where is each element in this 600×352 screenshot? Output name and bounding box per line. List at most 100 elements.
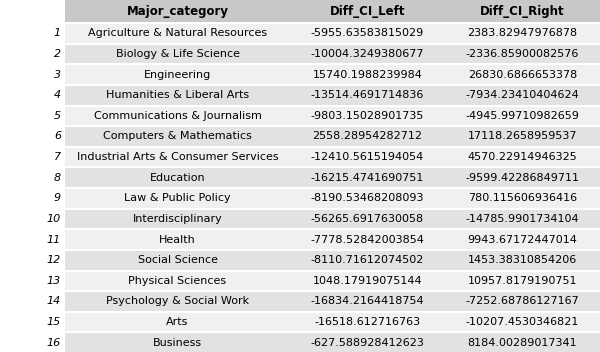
Text: 4: 4: [54, 90, 61, 100]
FancyBboxPatch shape: [65, 65, 290, 84]
Text: 17118.2658959537: 17118.2658959537: [468, 131, 577, 142]
Text: 6: 6: [54, 131, 61, 142]
FancyBboxPatch shape: [65, 251, 290, 270]
Text: -13514.4691714836: -13514.4691714836: [311, 90, 424, 100]
Bar: [0, 63, 600, 65]
Text: -14785.9901734104: -14785.9901734104: [466, 214, 580, 224]
Text: Psychology & Social Work: Psychology & Social Work: [106, 296, 249, 307]
Text: 26830.6866653378: 26830.6866653378: [468, 70, 577, 80]
FancyBboxPatch shape: [445, 45, 600, 63]
FancyBboxPatch shape: [290, 107, 445, 125]
FancyBboxPatch shape: [445, 65, 600, 84]
FancyBboxPatch shape: [290, 210, 445, 228]
Text: Arts: Arts: [166, 317, 188, 327]
Bar: [0, 228, 600, 230]
Text: -12410.5615194054: -12410.5615194054: [311, 152, 424, 162]
Bar: [0, 290, 600, 292]
Text: -5955.63583815029: -5955.63583815029: [311, 28, 424, 38]
Text: -4945.99710982659: -4945.99710982659: [466, 111, 580, 121]
FancyBboxPatch shape: [65, 24, 290, 43]
Text: 8184.00289017341: 8184.00289017341: [467, 338, 577, 348]
Text: -8190.53468208093: -8190.53468208093: [311, 193, 424, 203]
FancyBboxPatch shape: [290, 333, 445, 352]
Text: -16215.4741690751: -16215.4741690751: [311, 173, 424, 183]
FancyBboxPatch shape: [290, 292, 445, 311]
FancyBboxPatch shape: [445, 148, 600, 166]
Text: 16: 16: [47, 338, 61, 348]
FancyBboxPatch shape: [0, 107, 65, 125]
Text: 9: 9: [54, 193, 61, 203]
Text: 1: 1: [54, 28, 61, 38]
FancyBboxPatch shape: [0, 210, 65, 228]
Text: 10957.8179190751: 10957.8179190751: [468, 276, 577, 286]
FancyBboxPatch shape: [445, 189, 600, 208]
Text: 15: 15: [47, 317, 61, 327]
Text: Health: Health: [159, 234, 196, 245]
FancyBboxPatch shape: [65, 107, 290, 125]
FancyBboxPatch shape: [65, 333, 290, 352]
FancyBboxPatch shape: [0, 313, 65, 331]
Text: 2: 2: [54, 49, 61, 59]
Text: 4570.22914946325: 4570.22914946325: [467, 152, 577, 162]
Text: Humanities & Liberal Arts: Humanities & Liberal Arts: [106, 90, 249, 100]
Bar: [0, 22, 600, 24]
FancyBboxPatch shape: [290, 45, 445, 63]
FancyBboxPatch shape: [65, 148, 290, 166]
Bar: [0, 105, 600, 107]
Text: 780.115606936416: 780.115606936416: [468, 193, 577, 203]
FancyBboxPatch shape: [65, 230, 290, 249]
FancyBboxPatch shape: [290, 168, 445, 187]
FancyBboxPatch shape: [65, 127, 290, 146]
Text: 9943.67172447014: 9943.67172447014: [467, 234, 577, 245]
Text: -7252.68786127167: -7252.68786127167: [466, 296, 580, 307]
Bar: [0, 270, 600, 271]
Bar: [0, 146, 600, 148]
FancyBboxPatch shape: [65, 210, 290, 228]
Bar: [0, 166, 600, 168]
Text: -9803.15028901735: -9803.15028901735: [311, 111, 424, 121]
FancyBboxPatch shape: [0, 333, 65, 352]
Text: 15740.1988239984: 15740.1988239984: [313, 70, 422, 80]
FancyBboxPatch shape: [0, 127, 65, 146]
FancyBboxPatch shape: [0, 24, 65, 43]
Text: 8: 8: [54, 173, 61, 183]
Text: -10004.3249380677: -10004.3249380677: [311, 49, 424, 59]
FancyBboxPatch shape: [445, 168, 600, 187]
Bar: [0, 249, 600, 251]
Text: -7778.52842003854: -7778.52842003854: [311, 234, 424, 245]
FancyBboxPatch shape: [0, 45, 65, 63]
FancyBboxPatch shape: [445, 107, 600, 125]
FancyBboxPatch shape: [445, 24, 600, 43]
FancyBboxPatch shape: [0, 271, 65, 290]
FancyBboxPatch shape: [65, 168, 290, 187]
Text: Interdisciplinary: Interdisciplinary: [133, 214, 223, 224]
Text: -10207.4530346821: -10207.4530346821: [466, 317, 579, 327]
Text: 1453.38310854206: 1453.38310854206: [468, 255, 577, 265]
FancyBboxPatch shape: [0, 65, 65, 84]
FancyBboxPatch shape: [290, 230, 445, 249]
Text: Communications & Journalism: Communications & Journalism: [94, 111, 262, 121]
Bar: [0, 125, 600, 127]
Text: -2336.85900082576: -2336.85900082576: [466, 49, 579, 59]
FancyBboxPatch shape: [290, 86, 445, 105]
FancyBboxPatch shape: [445, 0, 600, 22]
FancyBboxPatch shape: [65, 189, 290, 208]
Bar: [0, 22, 600, 24]
FancyBboxPatch shape: [65, 45, 290, 63]
Text: 14: 14: [47, 296, 61, 307]
Text: -56265.6917630058: -56265.6917630058: [311, 214, 424, 224]
FancyBboxPatch shape: [65, 271, 290, 290]
FancyBboxPatch shape: [0, 189, 65, 208]
FancyBboxPatch shape: [65, 86, 290, 105]
Text: Business: Business: [153, 338, 202, 348]
Text: 2383.82947976878: 2383.82947976878: [467, 28, 578, 38]
FancyBboxPatch shape: [0, 230, 65, 249]
Text: -7934.23410404624: -7934.23410404624: [466, 90, 580, 100]
FancyBboxPatch shape: [290, 65, 445, 84]
FancyBboxPatch shape: [0, 86, 65, 105]
FancyBboxPatch shape: [445, 86, 600, 105]
Text: 7: 7: [54, 152, 61, 162]
FancyBboxPatch shape: [0, 251, 65, 270]
Text: -627.588928412623: -627.588928412623: [311, 338, 424, 348]
Text: 3: 3: [54, 70, 61, 80]
